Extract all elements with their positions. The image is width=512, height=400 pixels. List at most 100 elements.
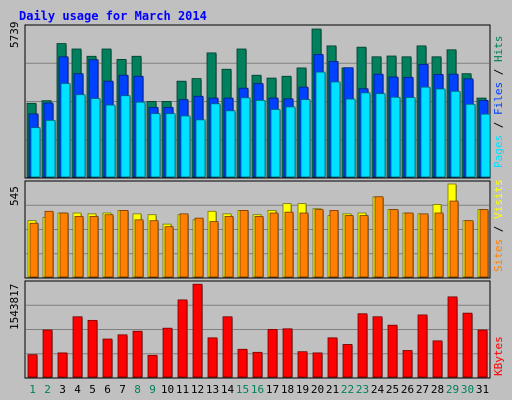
kbytes-legend: KBytes: [492, 336, 505, 376]
day-label: 4: [74, 383, 81, 396]
kbytes-bar: [177, 299, 188, 378]
pages-bar: [420, 86, 431, 178]
sites-bar: [404, 212, 414, 278]
day-label: 7: [119, 383, 126, 396]
pages-bar: [345, 98, 356, 178]
kbytes-bar: [27, 354, 38, 378]
kbytes-bar: [192, 283, 203, 378]
kbytes-bar: [117, 334, 128, 378]
day-label: 28: [431, 383, 444, 396]
day-label: 6: [104, 383, 111, 396]
sites-bar: [419, 213, 429, 278]
pages-bar: [180, 115, 191, 178]
day-labels: 1 2 3 4 5 6 7 8 9 10 11 12 13 14 15 16 17 18 19 20 21 22 23 24 2…: [29, 383, 489, 396]
sites-bar: [164, 226, 174, 278]
kbytes-bar: [327, 337, 338, 378]
kbytes-bar: [102, 338, 113, 378]
sites-bar: [59, 212, 69, 278]
kbytes-bar: [432, 340, 443, 378]
kbytes-bar: [342, 344, 353, 378]
hits-legend: Hits: [492, 36, 505, 63]
visits-panel-axis-legend: Sites / Visits: [492, 179, 505, 272]
pages-bar: [390, 96, 401, 178]
kbytes-bar: [132, 330, 143, 378]
sites-bar: [299, 212, 309, 278]
kbytes-max-label: 1543817: [8, 284, 21, 330]
day-label: 21: [326, 383, 339, 396]
legend-separator: /: [492, 115, 505, 135]
kbytes-bar: [267, 329, 278, 378]
visits-max-label: 545: [8, 186, 21, 206]
hits-max-label: 5739: [8, 22, 21, 49]
pages-legend: Pages: [492, 135, 505, 168]
sites-bar: [194, 217, 204, 278]
sites-bar: [29, 222, 39, 278]
kbytes-bar: [447, 296, 458, 378]
pages-bar: [360, 92, 371, 178]
kbytes-bar: [387, 324, 398, 378]
sites-bar: [134, 219, 144, 278]
pages-bar: [195, 119, 206, 178]
day-label: 31: [476, 383, 489, 396]
pages-bar: [285, 106, 296, 178]
kbytes-bar: [297, 351, 308, 378]
day-label: 26: [401, 383, 414, 396]
kbytes-bar: [402, 350, 413, 378]
visits-sites-bars: [27, 183, 489, 278]
sites-bar: [284, 211, 294, 278]
day-label: 2: [44, 383, 51, 396]
pages-bar: [90, 98, 101, 178]
sites-bar: [254, 216, 264, 278]
day-label: 27: [416, 383, 429, 396]
pages-bar: [315, 71, 326, 178]
kbytes-bar: [312, 352, 323, 378]
sites-bar: [449, 200, 459, 278]
kbytes-bar: [162, 327, 173, 378]
sites-bar: [329, 210, 339, 278]
pages-bar: [465, 103, 476, 178]
pages-bar: [375, 93, 386, 178]
day-label: 16: [251, 383, 264, 396]
hits-panel-axis-legend: Pages / Files / Hits: [492, 36, 505, 169]
day-label: 22: [341, 383, 354, 396]
kbytes-bar: [417, 314, 428, 378]
sites-bar: [44, 210, 54, 278]
sites-bar: [464, 220, 474, 278]
legend-separator: /: [492, 219, 505, 239]
pages-bar: [330, 81, 341, 178]
pages-bar: [405, 97, 416, 178]
day-label: 13: [206, 383, 219, 396]
day-label: 25: [386, 383, 399, 396]
visits-legend: Visits: [492, 179, 505, 219]
day-label: 5: [89, 383, 96, 396]
kbytes-bar: [477, 329, 488, 378]
pages-bar: [60, 83, 71, 178]
kbytes-bar: [252, 351, 263, 378]
day-label: 8: [134, 383, 141, 396]
day-label: 15: [236, 383, 249, 396]
day-label: 1: [29, 383, 36, 396]
kbytes-bar: [222, 316, 233, 378]
sites-bar: [149, 220, 159, 278]
sites-bar: [119, 210, 129, 278]
files-legend: Files: [492, 82, 505, 115]
legend-separator: /: [492, 62, 505, 82]
kbytes-bar: [357, 313, 368, 378]
pages-bar: [75, 94, 86, 178]
day-label: 30: [461, 383, 474, 396]
day-label: 23: [356, 383, 369, 396]
day-label: 29: [446, 383, 459, 396]
day-label: 14: [221, 383, 235, 396]
pages-bar: [225, 110, 236, 178]
pages-bar: [450, 90, 461, 178]
kbytes-bar: [42, 329, 53, 378]
kbytes-bar: [57, 352, 68, 378]
pages-bar: [120, 95, 131, 178]
pages-bar: [150, 113, 161, 178]
kbytes-bars: [27, 283, 488, 378]
sites-bar: [89, 216, 99, 278]
day-label: 9: [149, 383, 156, 396]
day-label: 12: [191, 383, 204, 396]
pages-bar: [480, 113, 491, 178]
